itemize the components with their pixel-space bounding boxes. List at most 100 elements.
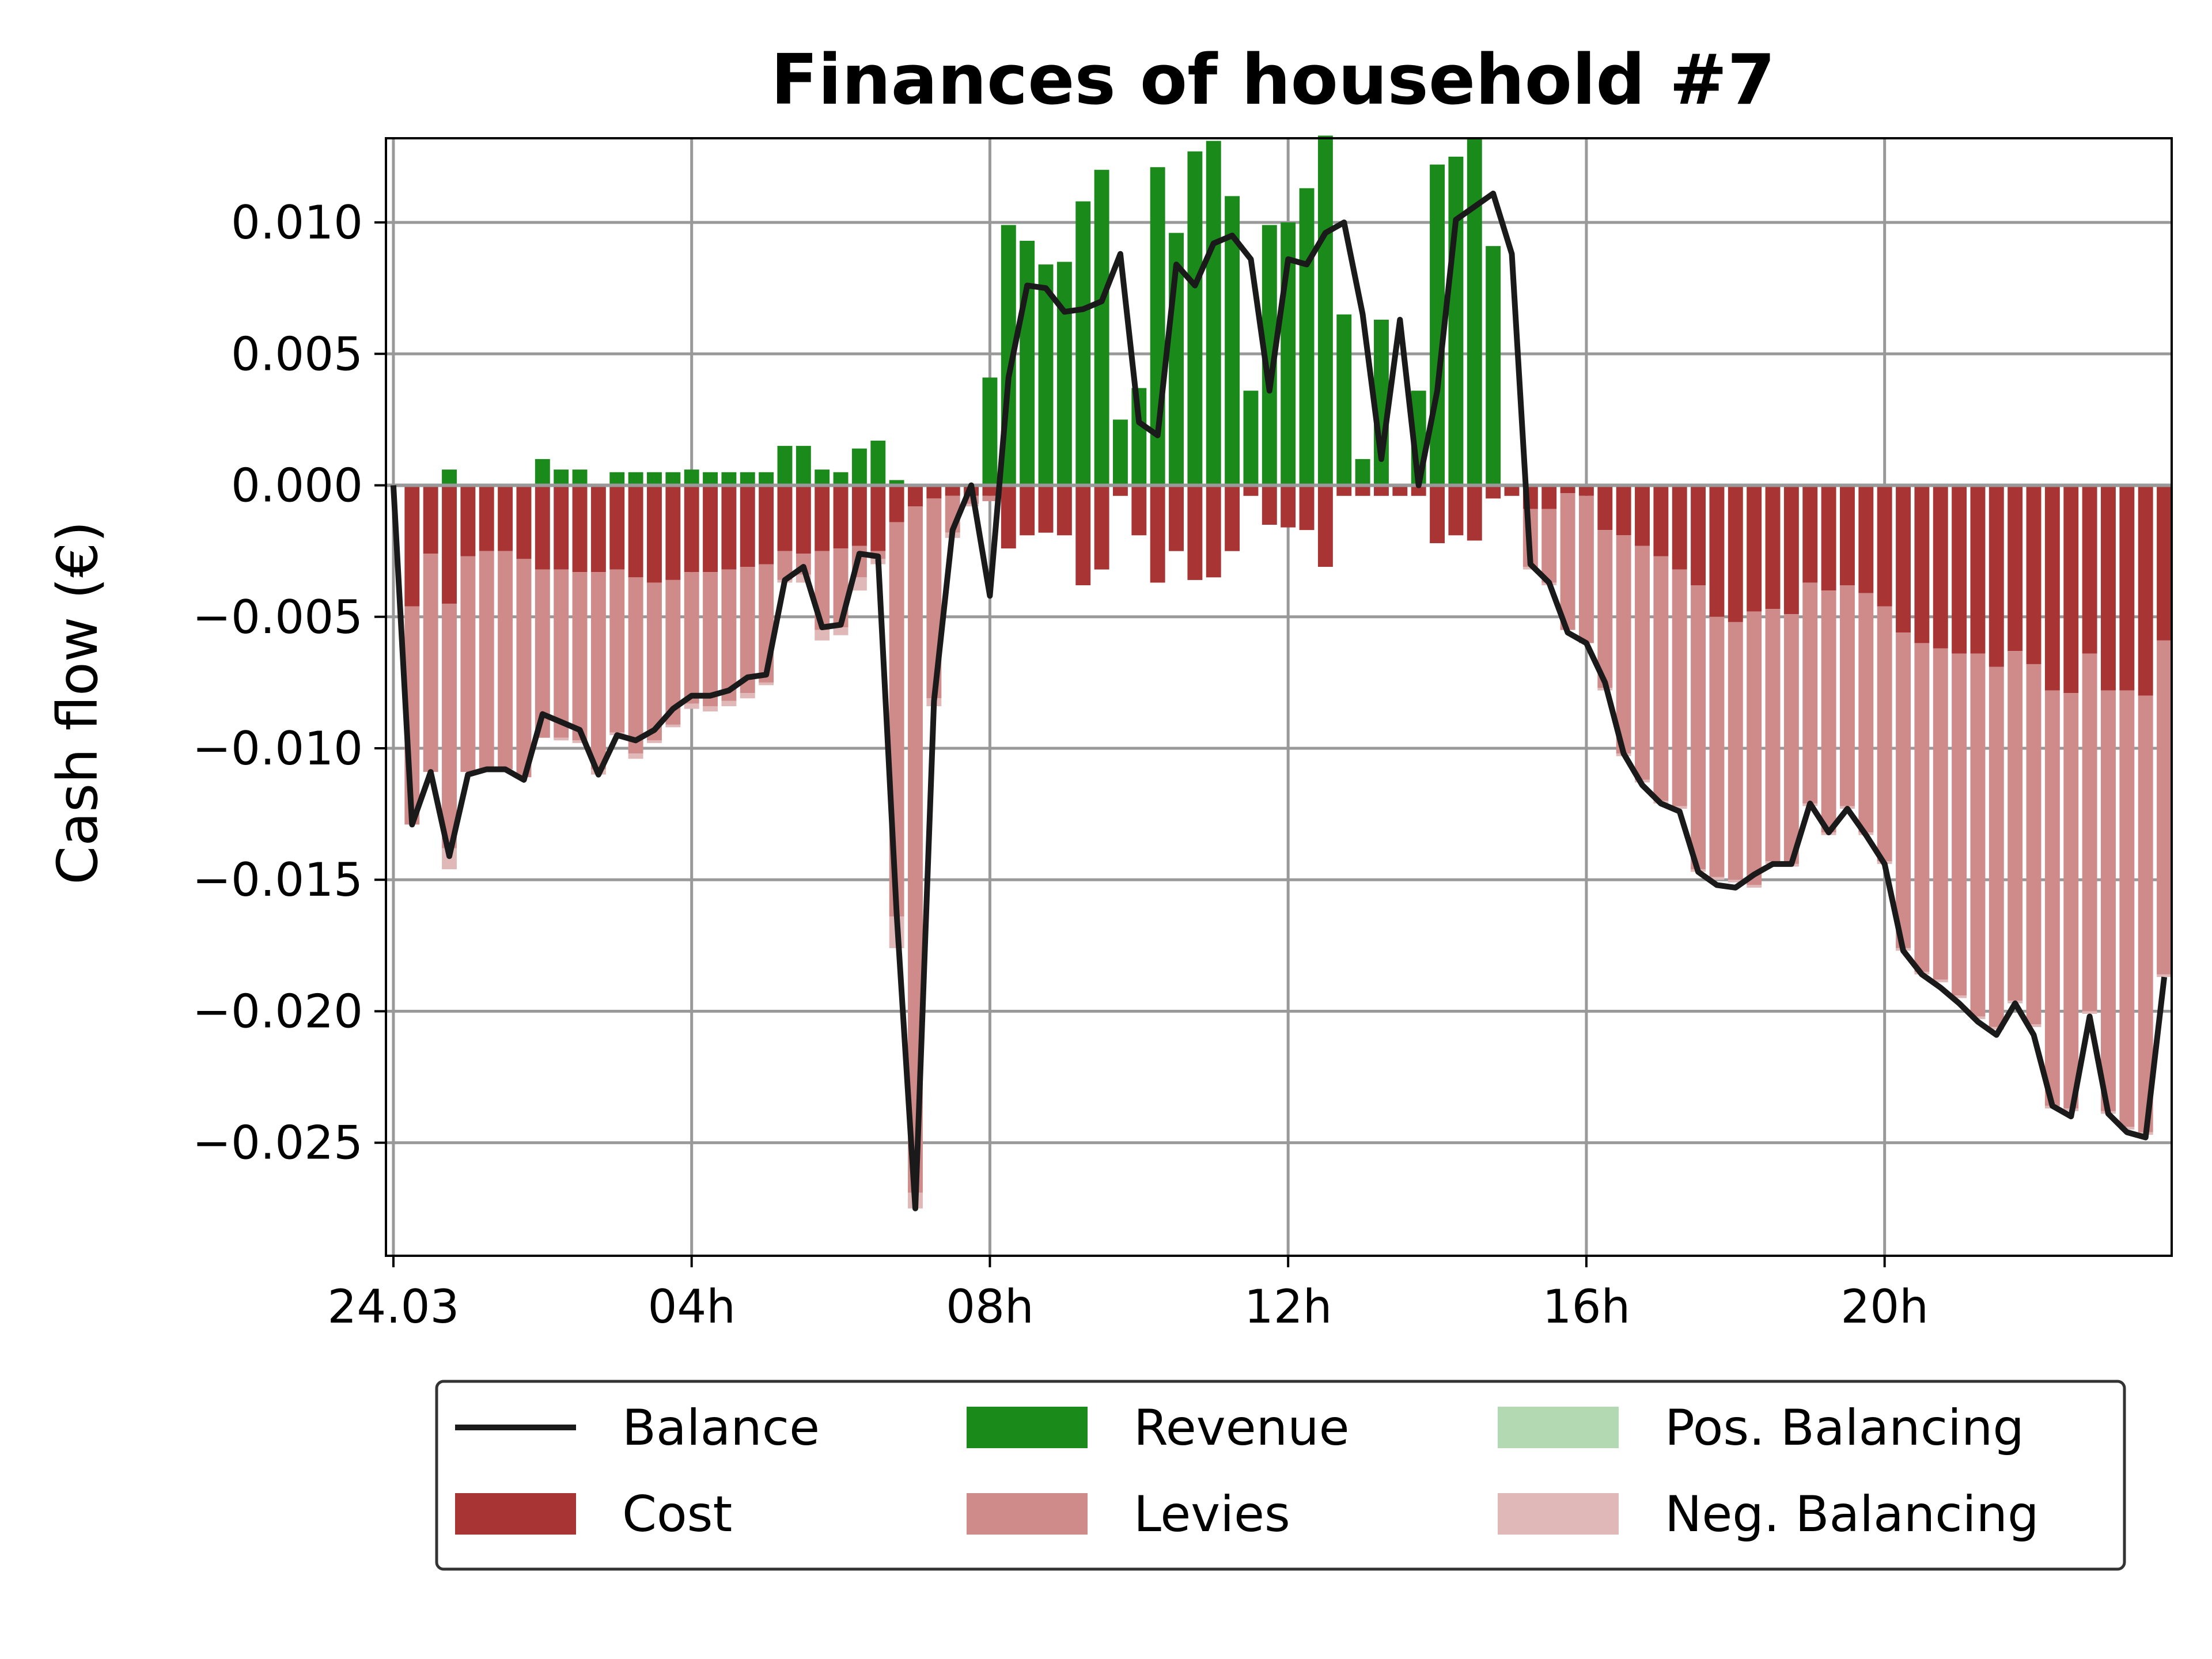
bar-neg-balancing: [554, 737, 569, 741]
legend-swatch-neg-balancing: [1498, 1493, 1619, 1535]
bar-revenue: [721, 472, 737, 486]
bar-neg-balancing: [721, 700, 737, 706]
legend-label-cost: Cost: [622, 1486, 732, 1543]
bar-cost: [1952, 485, 1967, 654]
bar-revenue: [665, 472, 681, 486]
bar-cost: [1560, 485, 1575, 494]
bar-cost: [926, 485, 942, 499]
bar-cost: [1896, 485, 1911, 633]
bar-cost: [647, 485, 662, 583]
bar-cost: [2008, 485, 2023, 652]
bar-cost: [796, 485, 811, 554]
bar-levies: [1728, 622, 1743, 880]
legend-label-neg-balancing: Neg. Balancing: [1665, 1486, 2039, 1543]
bar-levies: [1597, 530, 1613, 688]
bar-neg-balancing: [703, 706, 718, 712]
y-tick-label: −0.025: [192, 1116, 363, 1170]
bar-revenue: [535, 459, 550, 486]
bar-revenue: [554, 469, 569, 486]
bar-neg-balancing: [2082, 1011, 2097, 1014]
bar-levies: [1821, 590, 1836, 833]
x-tick-label: 12h: [1244, 1280, 1332, 1334]
bar-cost: [1691, 485, 1706, 585]
bars: [386, 135, 2172, 1209]
bar-cost: [1169, 485, 1184, 551]
bar-neg-balancing: [1952, 995, 1967, 998]
bar-levies: [703, 572, 718, 706]
bar-cost: [1840, 485, 1855, 585]
x-axis-ticks: 24.03 04h 08h 12h 16h 20h: [327, 1256, 1929, 1334]
legend-swatch-revenue: [967, 1407, 1088, 1448]
bar-revenue: [1187, 151, 1203, 486]
bar-levies: [1560, 493, 1575, 630]
bar-neg-balancing: [572, 740, 588, 743]
bar-revenue: [1467, 138, 1482, 486]
bar-cost: [2063, 485, 2079, 694]
bar-cost: [1747, 485, 1762, 612]
bar-levies: [479, 551, 494, 770]
y-tick-label: −0.005: [192, 590, 363, 644]
bar-cost: [1206, 485, 1221, 578]
bar-revenue: [703, 472, 718, 486]
bar-neg-balancing: [1988, 1027, 2004, 1030]
legend-swatch-pos-balancing: [1498, 1407, 1619, 1448]
bar-levies: [982, 495, 998, 501]
bar-cost: [1858, 485, 1874, 593]
bar-cost: [2082, 485, 2097, 654]
bar-cost: [851, 485, 867, 546]
bar-revenue: [796, 446, 811, 486]
legend: Balance Cost Revenue Levies Pos. Balancing Ne…: [435, 1380, 2126, 1571]
y-tick-label: 0.005: [231, 327, 363, 381]
bar-levies: [1709, 616, 1725, 877]
bar-levies: [2157, 640, 2172, 975]
bar-neg-balancing: [1933, 979, 1948, 983]
bar-levies: [1691, 585, 1706, 869]
bar-cost: [1765, 485, 1781, 609]
bar-cost: [1988, 485, 2004, 667]
bar-cost: [1541, 485, 1557, 509]
bar-revenue: [759, 472, 774, 486]
bar-cost: [1374, 485, 1389, 496]
bar-cost: [1783, 485, 1799, 615]
bar-cost: [1355, 485, 1370, 496]
bar-levies: [572, 572, 588, 741]
bar-levies: [1970, 653, 1986, 1017]
bar-revenue: [1020, 241, 1035, 486]
bar-cost: [1020, 485, 1035, 536]
bar-revenue: [1317, 135, 1333, 486]
bar-cost: [590, 485, 606, 573]
bar-revenue: [1355, 459, 1370, 486]
bar-cost: [1877, 485, 1892, 607]
bar-revenue: [1056, 262, 1072, 486]
bar-neg-balancing: [647, 740, 662, 743]
bar-cost: [1933, 485, 1948, 649]
bar-levies: [516, 559, 532, 778]
bar-cost: [2138, 485, 2153, 696]
bar-cost: [609, 485, 625, 570]
chart-title: Finances of household #7: [771, 40, 1775, 120]
bar-levies: [442, 603, 457, 849]
legend-swatch-cost: [455, 1493, 576, 1535]
bar-cost: [1299, 485, 1315, 531]
bar-revenue: [1113, 419, 1128, 486]
y-axis-ticks: 0.010 0.005 0.000 −0.005 −0.010 −0.015 −0.020 −…: [192, 196, 386, 1170]
bar-levies: [1578, 495, 1594, 643]
balance-line-layer: [390, 190, 2168, 1211]
bar-cost: [2044, 485, 2060, 691]
bar-neg-balancing: [628, 753, 643, 759]
bar-levies: [1747, 611, 1762, 885]
bar-cost: [1075, 485, 1091, 585]
bar-revenue: [740, 472, 755, 486]
bar-cost: [498, 485, 513, 551]
bar-revenue: [1448, 156, 1464, 486]
bar-levies: [609, 569, 625, 733]
bar-levies: [498, 551, 513, 770]
bar-cost: [815, 485, 830, 551]
bar-neg-balancing: [851, 577, 867, 591]
bar-cost: [1225, 485, 1240, 551]
bar-cost: [1243, 485, 1259, 496]
bar-cost: [1578, 485, 1594, 496]
bar-levies: [1877, 606, 1892, 862]
bar-neg-balancing: [1728, 880, 1743, 882]
